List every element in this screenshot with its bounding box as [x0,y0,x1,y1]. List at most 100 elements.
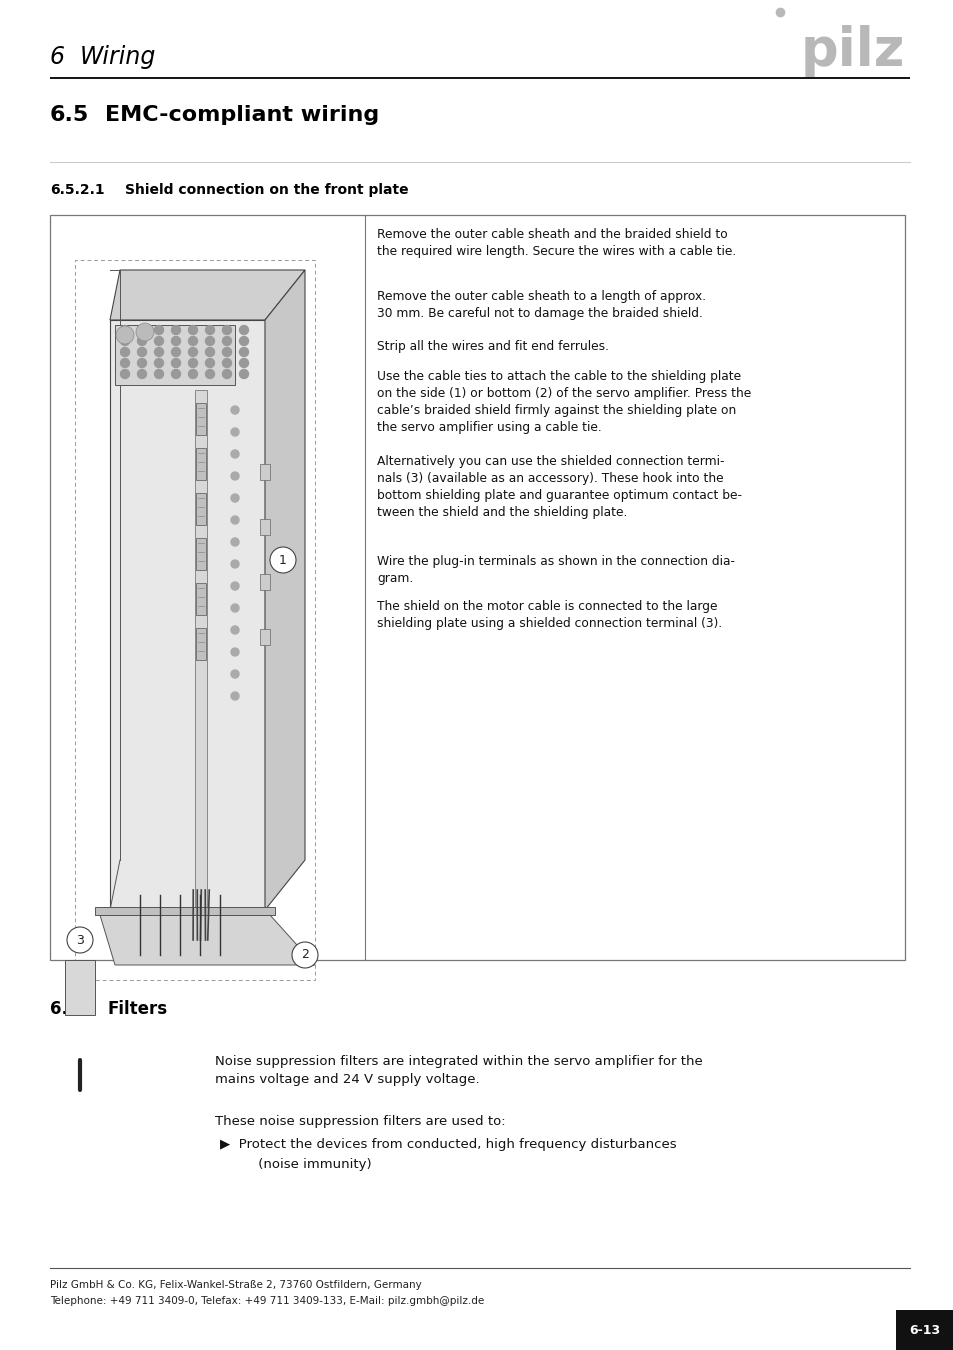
Text: Wire the plug-in terminals as shown in the connection dia-
gram.: Wire the plug-in terminals as shown in t… [376,555,734,585]
Circle shape [270,547,295,572]
Circle shape [137,325,147,335]
Polygon shape [100,915,314,965]
Text: 6.5.3: 6.5.3 [50,1000,97,1018]
Polygon shape [265,270,305,910]
Bar [95,907,274,915]
Circle shape [120,347,130,356]
Text: 6.5: 6.5 [50,105,90,126]
Text: Remove the outer cable sheath to a length of approx.
30 mm. Be careful not to da: Remove the outer cable sheath to a lengt… [376,290,705,320]
Circle shape [137,359,147,367]
Circle shape [154,325,163,335]
Circle shape [222,370,232,378]
Text: 6-13: 6-13 [908,1323,940,1336]
Bar [196,628,206,660]
Circle shape [189,359,197,367]
Text: 6.5.2.1: 6.5.2.1 [50,184,105,197]
Circle shape [172,325,180,335]
Circle shape [231,670,239,678]
Circle shape [231,472,239,481]
Text: These noise suppression filters are used to:: These noise suppression filters are used… [214,1115,505,1129]
Bar [196,539,206,570]
Circle shape [239,370,248,378]
Text: Telephone: +49 711 3409-0, Telefax: +49 711 3409-133, E-Mail: pilz.gmbh@pilz.de: Telephone: +49 711 3409-0, Telefax: +49 … [50,1296,484,1305]
Circle shape [154,347,163,356]
Text: 1: 1 [279,554,287,567]
Circle shape [172,336,180,346]
Bar [50,215,904,960]
Bar [75,261,314,980]
Circle shape [120,359,130,367]
Bar [196,583,206,616]
Text: EMC-compliant wiring: EMC-compliant wiring [105,105,379,126]
Bar [196,448,206,481]
Circle shape [231,626,239,634]
Circle shape [231,648,239,656]
Text: Strip all the wires and fit end ferrules.: Strip all the wires and fit end ferrules… [376,340,608,352]
Bar [195,390,207,910]
Circle shape [231,406,239,414]
Bar [196,404,206,435]
Circle shape [136,323,153,342]
Bar [115,325,234,385]
Circle shape [116,325,133,344]
Text: ▶  Protect the devices from conducted, high frequency disturbances: ▶ Protect the devices from conducted, hi… [220,1138,676,1152]
Circle shape [231,560,239,568]
Circle shape [231,516,239,524]
Circle shape [231,428,239,436]
Circle shape [292,942,317,968]
Circle shape [222,336,232,346]
Circle shape [172,359,180,367]
Circle shape [239,347,248,356]
Bar [196,493,206,525]
Circle shape [172,370,180,378]
Circle shape [231,603,239,612]
Bar [260,629,270,645]
Circle shape [137,370,147,378]
Circle shape [137,347,147,356]
Circle shape [205,370,214,378]
Circle shape [120,325,130,335]
Circle shape [222,325,232,335]
Circle shape [189,370,197,378]
Text: pilz: pilz [800,26,904,77]
Circle shape [239,359,248,367]
Circle shape [231,450,239,458]
Bar [65,960,95,1015]
Circle shape [67,927,92,953]
Circle shape [231,539,239,545]
Circle shape [205,336,214,346]
Text: (noise immunity): (noise immunity) [236,1158,372,1170]
Circle shape [231,582,239,590]
Circle shape [189,347,197,356]
Text: The shield on the motor cable is connected to the large
shielding plate using a : The shield on the motor cable is connect… [376,599,721,630]
Text: 3: 3 [76,933,84,946]
Bar [895,1310,953,1350]
Circle shape [189,336,197,346]
Text: Shield connection on the front plate: Shield connection on the front plate [125,184,408,197]
Bar [110,320,265,910]
Bar [260,464,270,481]
Circle shape [120,336,130,346]
Text: Remove the outer cable sheath and the braided shield to
the required wire length: Remove the outer cable sheath and the br… [376,228,736,258]
Circle shape [154,336,163,346]
Text: 2: 2 [301,949,309,961]
Circle shape [222,347,232,356]
Bar [260,574,270,590]
Circle shape [154,359,163,367]
Circle shape [205,359,214,367]
Circle shape [154,370,163,378]
Circle shape [231,494,239,502]
Bar [260,518,270,535]
Circle shape [137,336,147,346]
Text: Filters: Filters [108,1000,168,1018]
Circle shape [239,325,248,335]
Circle shape [205,325,214,335]
Text: Pilz GmbH & Co. KG, Felix-Wankel-Straße 2, 73760 Ostfildern, Germany: Pilz GmbH & Co. KG, Felix-Wankel-Straße … [50,1280,421,1291]
Polygon shape [110,270,305,320]
Text: Wiring: Wiring [80,45,156,69]
Text: Use the cable ties to attach the cable to the shielding plate
on the side (1) or: Use the cable ties to attach the cable t… [376,370,750,433]
Circle shape [231,693,239,701]
Circle shape [172,347,180,356]
Circle shape [189,325,197,335]
Text: Noise suppression filters are integrated within the servo amplifier for the
main: Noise suppression filters are integrated… [214,1054,702,1085]
